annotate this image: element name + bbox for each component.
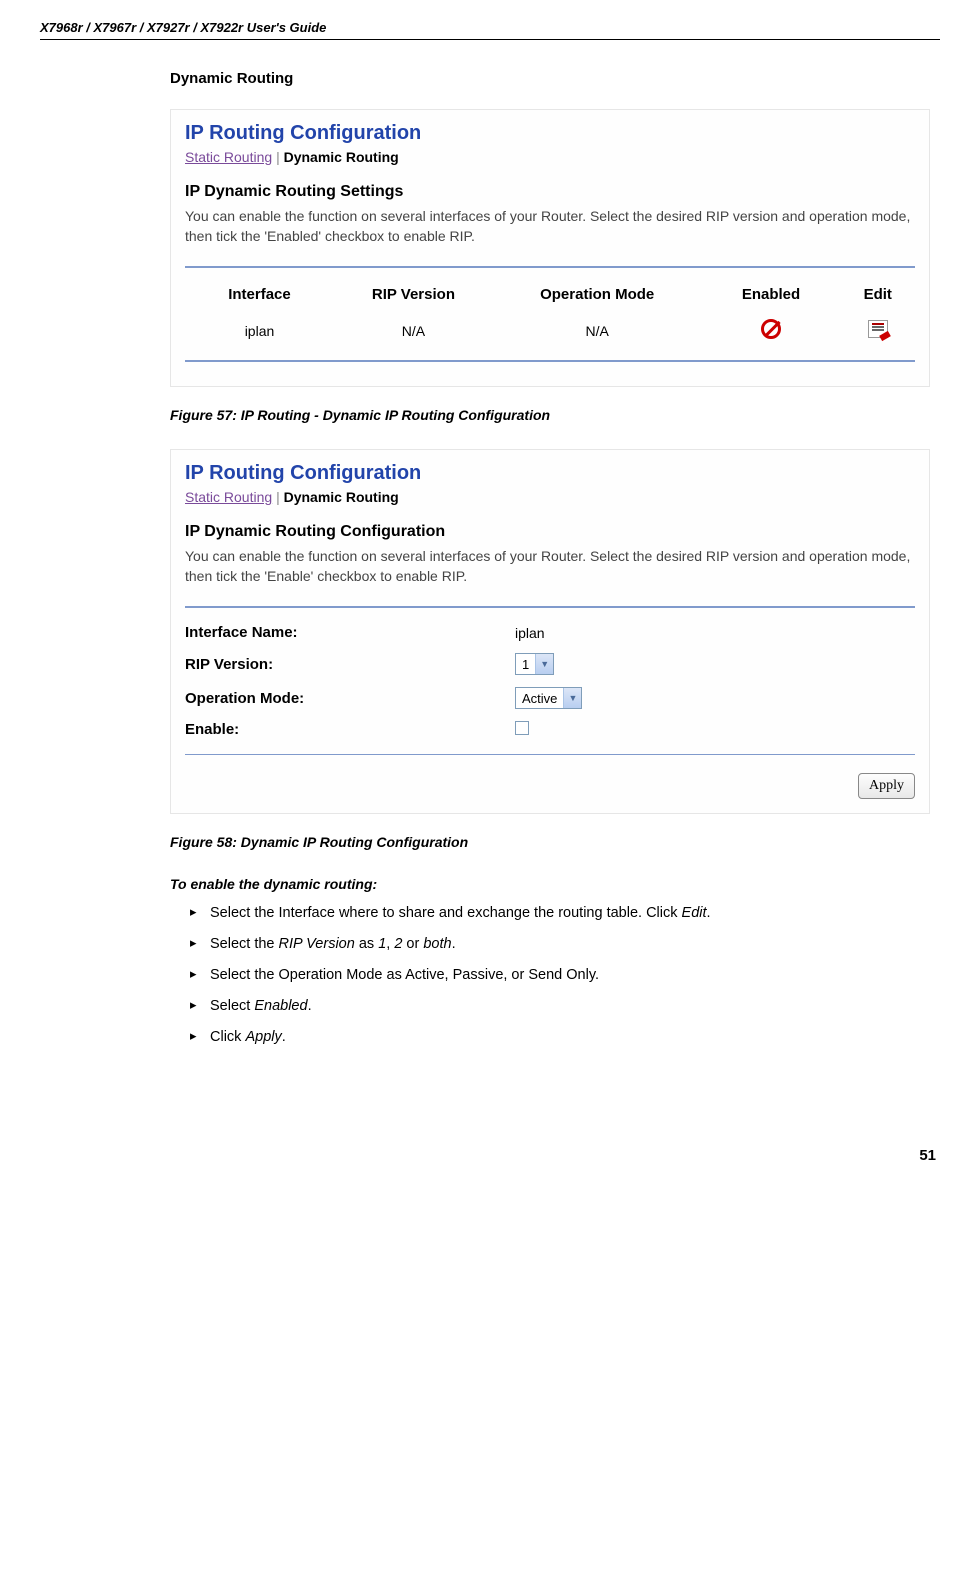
subtitle: IP Dynamic Routing Configuration [185,523,915,541]
tab-dynamic-routing[interactable]: Dynamic Routing [284,149,399,165]
rip-select[interactable]: 1 ▼ [515,653,554,675]
text: . [282,1029,286,1045]
tab-dynamic-routing[interactable]: Dynamic Routing [284,489,399,505]
list-item: Select the RIP Version as 1, 2 or both. [190,935,930,954]
cell-enabled [701,319,840,342]
description: You can enable the function on several i… [185,207,915,246]
divider [185,266,915,268]
value-op: Active ▼ [515,687,582,709]
divider [185,606,915,608]
bullet-list: Select the Interface where to share and … [170,904,930,1046]
page-number: 51 [40,1147,940,1164]
label-interface: Interface Name: [185,624,515,641]
tab-separator: | [276,489,284,505]
label-op: Operation Mode: [185,690,515,707]
label-enable: Enable: [185,721,515,738]
rip-select-value: 1 [516,655,535,674]
tabs: Static Routing | Dynamic Routing [185,489,915,505]
divider [185,360,915,362]
text-italic: Enabled [254,998,307,1014]
cell-rip: N/A [334,323,493,339]
value-rip: 1 ▼ [515,653,554,675]
forbidden-icon [761,319,781,339]
text: . [308,998,312,1014]
cell-interface: iplan [185,323,334,339]
form-row-enable: Enable: [185,715,915,744]
instructions-title: To enable the dynamic routing: [170,876,930,892]
op-select-value: Active [516,689,563,708]
text-italic: both [423,936,451,952]
text: Select [210,998,254,1014]
header-interface: Interface [185,286,334,303]
header-bar: X7968r / X7967r / X7927r / X7922r User's… [40,20,940,40]
description: You can enable the function on several i… [185,547,915,586]
value-enable [515,721,529,738]
edit-icon[interactable] [868,320,888,338]
list-item: Select Enabled. [190,997,930,1016]
table-header-row: Interface RIP Version Operation Mode Ena… [185,278,915,311]
header-enabled: Enabled [701,286,840,303]
config-title: IP Routing Configuration [185,122,915,145]
tab-separator: | [276,149,284,165]
divider [185,754,915,755]
text: . [452,936,456,952]
figure-57-caption: Figure 57: IP Routing - Dynamic IP Routi… [170,407,930,423]
text: as [355,936,378,952]
text: Click [210,1029,245,1045]
header-edit: Edit [841,286,915,303]
value-interface: iplan [515,625,545,641]
text: Select the [210,936,279,952]
screenshot-config: IP Routing Configuration Static Routing … [170,449,930,814]
cell-op: N/A [493,323,702,339]
enable-checkbox[interactable] [515,721,529,735]
section-title: Dynamic Routing [170,70,930,87]
label-rip: RIP Version: [185,656,515,673]
cell-edit [841,320,915,341]
table-row: iplan N/A N/A [185,311,915,350]
header-rip: RIP Version [334,286,493,303]
form-row-interface: Interface Name: iplan [185,618,915,647]
subtitle: IP Dynamic Routing Settings [185,183,915,201]
figure-58-caption: Figure 58: Dynamic IP Routing Configurat… [170,834,930,850]
chevron-down-icon: ▼ [563,688,581,708]
list-item: Click Apply. [190,1028,930,1047]
text-italic: Edit [682,905,707,921]
apply-row: Apply [185,765,915,799]
op-select[interactable]: Active ▼ [515,687,582,709]
tab-static-routing[interactable]: Static Routing [185,149,272,165]
screenshot-settings: IP Routing Configuration Static Routing … [170,109,930,387]
tabs: Static Routing | Dynamic Routing [185,149,915,165]
text: . [707,905,711,921]
form-row-op: Operation Mode: Active ▼ [185,681,915,715]
list-item: Select the Operation Mode as Active, Pas… [190,966,930,985]
tab-static-routing[interactable]: Static Routing [185,489,272,505]
header-op: Operation Mode [493,286,702,303]
form-row-rip: RIP Version: 1 ▼ [185,647,915,681]
text-italic: Apply [245,1029,281,1045]
apply-button[interactable]: Apply [858,773,915,799]
chevron-down-icon: ▼ [535,654,553,674]
config-title: IP Routing Configuration [185,462,915,485]
list-item: Select the Interface where to share and … [190,904,930,923]
text: Select the Interface where to share and … [210,905,682,921]
text: or [402,936,423,952]
text-italic: RIP Version [279,936,355,952]
